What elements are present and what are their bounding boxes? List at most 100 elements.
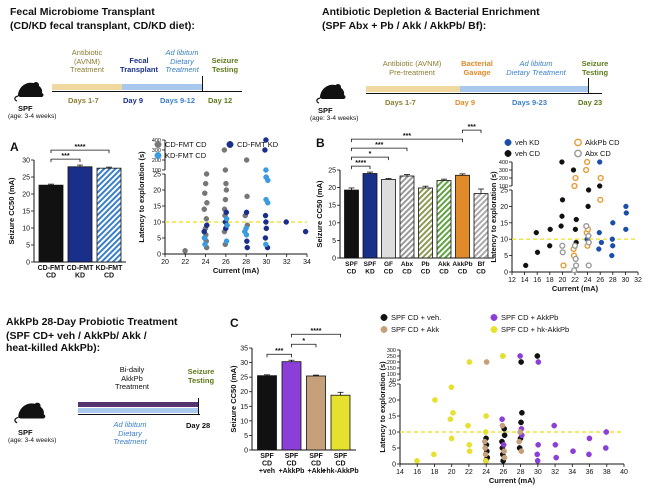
y-tick-label: 200 xyxy=(387,360,396,366)
akkpb-seg-testing: Seizure Testing xyxy=(187,367,215,385)
data-point xyxy=(466,359,473,365)
significance-bracket xyxy=(50,149,110,154)
significance-bracket xyxy=(351,156,389,161)
significance-label: **** xyxy=(355,160,366,167)
data-point xyxy=(448,435,455,442)
data-point xyxy=(222,196,229,203)
data-point xyxy=(551,422,558,429)
abx-seg-testing: Seizure Testing xyxy=(581,59,609,77)
fmt-days-3: Days 9-12 xyxy=(160,96,196,105)
legend-label: CD-FMT KD xyxy=(237,140,279,149)
svg-text:CD-FMT: CD-FMT xyxy=(67,265,95,272)
y-tick-label: 25 xyxy=(328,168,336,175)
svg-text:CD: CD xyxy=(476,269,486,276)
svg-text:+AkkPb: +AkkPb xyxy=(279,468,305,475)
y-tick-label: 20 xyxy=(500,204,508,211)
y-tick-label: 25 xyxy=(500,188,508,195)
data-point xyxy=(597,159,603,165)
data-point xyxy=(516,438,523,445)
legend-marker xyxy=(380,314,388,321)
data-point xyxy=(483,359,490,365)
svg-text:KD: KD xyxy=(365,269,375,276)
fmt-days-1: Days 1-7 xyxy=(68,96,99,105)
legend-marker xyxy=(504,150,512,157)
y-tick-label: 200 xyxy=(499,176,508,182)
svg-text:+hk-AkkPb: +hk-AkkPb xyxy=(322,468,358,475)
bar xyxy=(38,184,64,263)
data-point xyxy=(571,242,579,249)
data-point xyxy=(585,187,592,193)
abx-days-2: Day 9 xyxy=(455,98,476,107)
abx-seg-gavage: Bacterial Gavage xyxy=(461,59,493,77)
svg-text:CD-FMT: CD-FMT xyxy=(38,265,66,272)
legend-label: SPF CD + hk-AkkPb xyxy=(501,325,569,334)
y-tick-label: 0 xyxy=(504,270,508,277)
data-point xyxy=(585,262,592,269)
x-tick-label: 26 xyxy=(222,259,230,266)
data-point xyxy=(583,222,590,230)
y-tick-label: 10 xyxy=(388,430,396,437)
data-point xyxy=(596,246,602,252)
legend-label: veh KD xyxy=(515,138,540,147)
svg-text:+Akk: +Akk xyxy=(308,468,325,475)
svg-text:CD: CD xyxy=(458,269,468,276)
data-point xyxy=(571,267,578,274)
data-point xyxy=(447,416,454,423)
svg-text:SPF: SPF xyxy=(364,261,377,268)
data-point xyxy=(223,180,229,187)
y-tick-label: 15 xyxy=(388,414,396,421)
data-point xyxy=(224,222,230,228)
data-point xyxy=(547,226,553,233)
significance-bracket xyxy=(351,147,408,152)
y-tick-label: 0 xyxy=(244,448,248,455)
data-point xyxy=(263,219,269,225)
svg-text:CD: CD xyxy=(262,461,272,468)
significance-bracket xyxy=(291,333,341,338)
data-point xyxy=(243,157,250,163)
akkpb-treatment-bar xyxy=(78,402,198,407)
data-point xyxy=(534,249,541,255)
significance-label: **** xyxy=(75,144,86,151)
data-point xyxy=(223,216,230,222)
data-point xyxy=(573,216,579,223)
legend-label: CD-FMT CD xyxy=(165,140,207,149)
x-tick-label: 28 xyxy=(242,259,250,266)
svg-text:KD-FMT: KD-FMT xyxy=(96,265,124,272)
data-point xyxy=(535,359,542,365)
data-point xyxy=(596,229,602,236)
x-axis-label: Current (mA) xyxy=(213,266,260,275)
data-point xyxy=(585,232,592,240)
data-point xyxy=(586,451,592,458)
significance-label: **** xyxy=(311,328,322,335)
significance-bracket xyxy=(462,129,482,134)
y-tick-label: 0 xyxy=(332,256,336,263)
data-point xyxy=(586,435,593,442)
x-tick-label: 28 xyxy=(517,469,525,476)
svg-text:SPF: SPF xyxy=(309,453,323,460)
data-point xyxy=(482,445,489,451)
legend-label: KD-FMT CD xyxy=(165,151,207,160)
data-point xyxy=(602,445,609,451)
akkpb-seg-diet: Ad libitum Dietary Treatment xyxy=(113,420,147,446)
x-tick-label: 32 xyxy=(283,259,291,266)
y-axis-label: Seizure CC50 (mA) xyxy=(315,180,324,248)
x-tick-label: 24 xyxy=(202,259,210,266)
y-tick-label: 150 xyxy=(387,366,396,372)
data-point xyxy=(450,409,456,416)
legend-marker xyxy=(574,149,582,158)
y-tick-label: 300 xyxy=(152,148,161,154)
legend-label: SPF CD + Akk xyxy=(391,325,439,334)
x-tick-label: 28 xyxy=(609,277,617,284)
x-tick-label: 12 xyxy=(508,277,516,284)
abx-diet-bar xyxy=(460,86,588,92)
data-point xyxy=(570,167,577,173)
data-point xyxy=(518,359,524,365)
data-point xyxy=(597,183,603,189)
data-point xyxy=(553,454,560,461)
data-point xyxy=(547,243,553,249)
y-tick-label: 100 xyxy=(152,168,161,174)
